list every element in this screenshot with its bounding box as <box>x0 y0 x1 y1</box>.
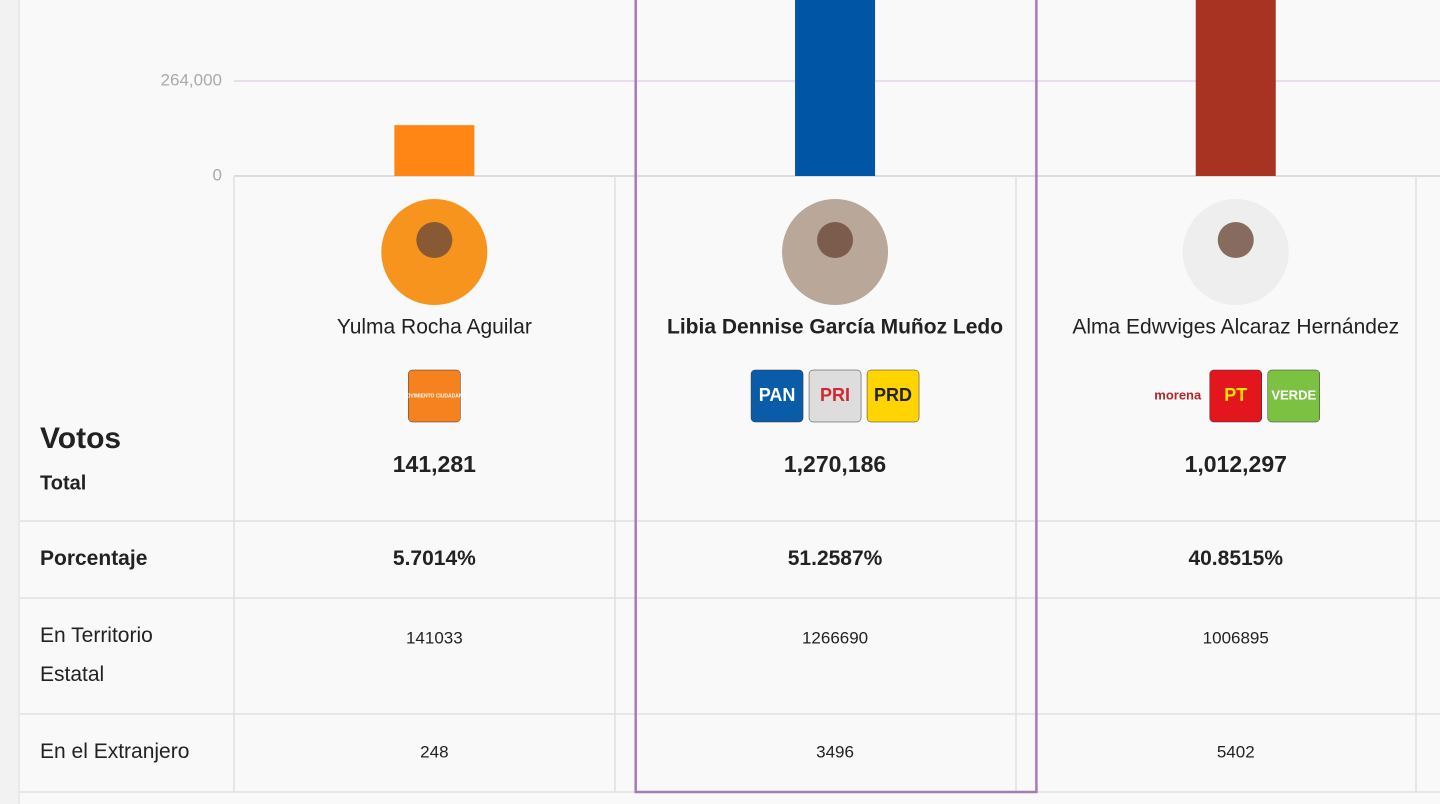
y-tick-label: 264,000 <box>161 70 222 89</box>
highlight-column <box>634 0 1038 794</box>
total-votes: 141,281 <box>393 451 476 477</box>
bar <box>795 0 876 176</box>
plot-area <box>394 0 1276 176</box>
party-logo-text: PRD <box>874 385 912 405</box>
candidate-name: Libia Dennise García Muñoz Ledo <box>667 316 1003 339</box>
row-label-box: En Territorio Estatal <box>40 624 153 686</box>
party-logo-text: MOVIMIENTO CIUDADANO <box>402 393 466 399</box>
row-label-box: Porcentaje <box>40 547 148 570</box>
avatar-figure <box>1217 222 1254 258</box>
row-label: Porcentaje <box>40 547 148 570</box>
cell: 1266690 <box>802 628 868 647</box>
row-label: En el Extranjero <box>40 740 190 763</box>
header: Votos <box>40 422 121 455</box>
y-tick-label: 0 <box>213 165 222 184</box>
cell: 141033 <box>406 628 463 647</box>
cell: 1006895 <box>1203 628 1269 647</box>
row-label: En Territorio Estatal <box>40 624 153 686</box>
party-logo-text: morena <box>1154 387 1202 402</box>
party-logo <box>866 369 920 423</box>
bar <box>394 125 475 176</box>
party-logo <box>1267 369 1320 423</box>
cell: 3496 <box>816 742 854 761</box>
party-logo <box>808 369 862 423</box>
row-label-box: En el Extranjero <box>40 740 190 763</box>
party-logo-text: PT <box>1224 385 1247 405</box>
cell: 40.8515% <box>1188 547 1283 570</box>
party-logo-text: PRI <box>820 385 850 405</box>
cell: 5402 <box>1217 742 1255 761</box>
avatar-figure <box>416 222 453 258</box>
cell: 248 <box>420 742 448 761</box>
party-logo <box>408 369 461 423</box>
cell: 5.7014% <box>393 547 476 570</box>
total-label: Total <box>40 472 86 494</box>
party-logo-text: VERDE <box>1271 387 1316 402</box>
party-logo-text: PAN <box>759 385 796 405</box>
party-logo <box>750 369 804 423</box>
total-votes: 1,270,186 <box>784 451 886 477</box>
party-logo <box>1209 369 1262 423</box>
avatar-figure <box>817 222 854 258</box>
total-votes: 1,012,297 <box>1185 451 1287 477</box>
bar <box>1195 0 1276 176</box>
candidate-name: Alma Edwviges Alcaraz Hernández <box>1072 316 1399 339</box>
candidate-name: Yulma Rocha Aguilar <box>337 316 532 339</box>
cell: 51.2587% <box>788 547 883 570</box>
